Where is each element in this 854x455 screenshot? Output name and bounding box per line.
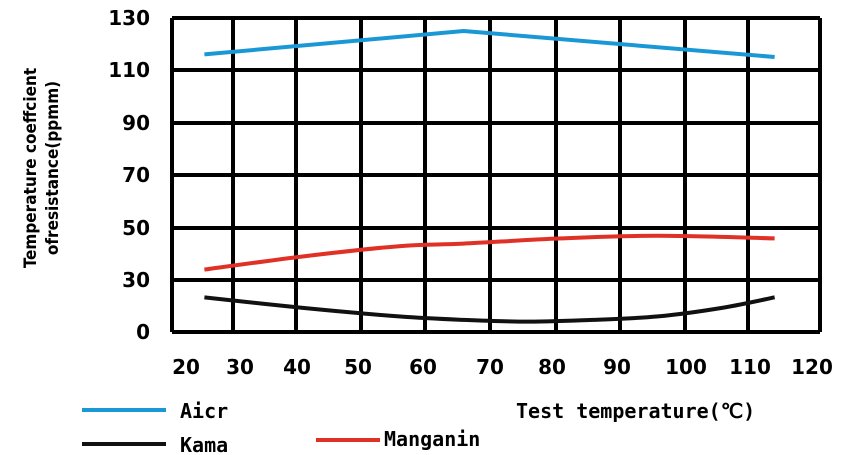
y-tick-label: 130 [108,6,150,30]
x-tick-label: 20 [172,355,200,379]
y-tick-labels: 130 110 90 70 50 30 0 [108,6,150,344]
x-axis-title: Test temperature(℃) [516,399,755,423]
y-axis-title-line1: Temperature coeffcient [21,68,41,268]
x-tick-label: 120 [791,355,833,379]
y-tick-label: 50 [122,216,150,240]
y-tick-label: 90 [122,111,150,135]
grid [170,16,822,334]
y-tick-label: 110 [108,58,150,82]
y-tick-label: 70 [122,163,150,187]
legend-label-manganin: Manganin [384,427,480,451]
series-line-kama [204,295,776,324]
legend-label-aicr: Aicr [180,399,228,423]
legend-label-kama: Kama [180,433,228,455]
legend: Aicr Kama Manganin [82,399,480,455]
x-tick-label: 60 [409,355,437,379]
x-tick-label: 100 [665,355,707,379]
series-line-manganin [204,233,775,272]
series-layer [204,29,776,324]
x-tick-label: 70 [476,355,504,379]
x-tick-label: 50 [344,355,372,379]
x-tick-labels: 20 30 40 50 60 70 80 90 100 110 120 [172,355,833,379]
x-tick-label: 90 [603,355,631,379]
y-axis-title-line2: ofresistance(ppmm) [43,81,63,255]
series-line-aicr [204,29,775,59]
x-tick-label: 30 [226,355,254,379]
x-tick-label: 40 [283,355,311,379]
x-tick-label: 80 [538,355,566,379]
x-tick-label: 110 [729,355,771,379]
y-tick-label: 30 [122,268,150,292]
y-tick-label: 0 [136,320,150,344]
